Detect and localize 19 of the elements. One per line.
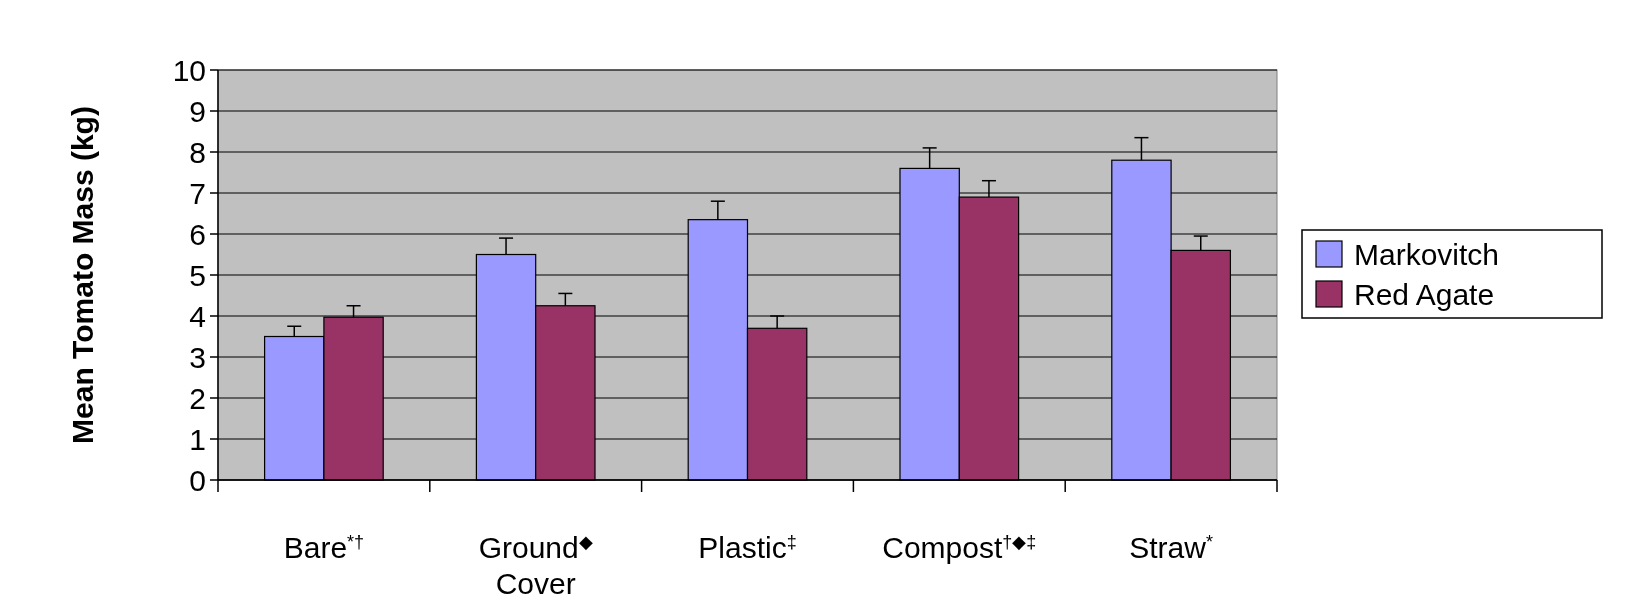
x-tick-label: Bare$^{*†}$ <box>283 531 365 564</box>
y-tick-label: 3 <box>189 340 206 374</box>
y-tick-label: 6 <box>189 217 206 251</box>
y-axis-title: Mean Tomato Mass (kg) <box>66 106 99 444</box>
x-tick-label: Compost$^{†◆‡}$ <box>882 531 1037 564</box>
legend-label: Markovitch <box>1354 237 1500 271</box>
y-tick-label: 4 <box>189 299 206 333</box>
y-tick-label: 9 <box>189 94 206 128</box>
y-tick-label: 5 <box>189 258 206 292</box>
x-tick-label: Straw$^{*}$ <box>1129 531 1213 564</box>
y-tick-label: 7 <box>189 176 206 210</box>
x-tick-label: Plastic$^{‡}$ <box>698 531 797 564</box>
y-tick-label: 1 <box>189 422 206 456</box>
legend-label: Red Agate <box>1354 277 1495 311</box>
y-tick-label: 8 <box>189 135 206 169</box>
y-tick-label: 0 <box>189 463 206 497</box>
y-tick-label: 2 <box>189 381 206 415</box>
x-tick-label: Ground$^{◆}$ Cover <box>478 531 593 600</box>
y-tick-label: 10 <box>172 53 206 87</box>
